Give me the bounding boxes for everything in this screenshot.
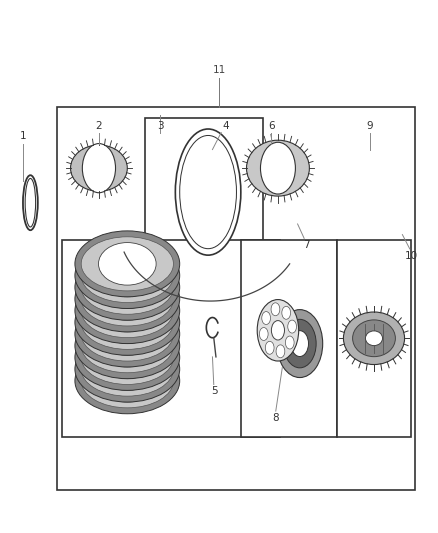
Text: 6: 6 [268,120,275,131]
Bar [145,118,263,256]
Ellipse shape [75,231,180,297]
Ellipse shape [75,325,180,390]
Text: 7: 7 [303,240,310,250]
Ellipse shape [353,320,396,357]
Ellipse shape [75,289,180,356]
Ellipse shape [81,272,173,326]
Ellipse shape [99,278,156,320]
Ellipse shape [257,300,299,361]
Ellipse shape [75,348,180,414]
Text: 9: 9 [366,120,373,131]
Ellipse shape [99,325,156,367]
Ellipse shape [365,331,382,345]
Ellipse shape [81,307,173,361]
Ellipse shape [81,319,173,373]
Ellipse shape [286,336,294,349]
Ellipse shape [71,145,127,191]
Ellipse shape [99,266,156,309]
Ellipse shape [262,312,271,325]
Ellipse shape [99,254,156,297]
Ellipse shape [81,354,173,408]
Ellipse shape [81,330,173,384]
Text: 11: 11 [212,65,226,75]
Ellipse shape [25,179,35,227]
Ellipse shape [75,266,180,332]
Ellipse shape [81,342,173,396]
Text: 1: 1 [20,131,27,141]
Text: 10: 10 [405,251,418,261]
Ellipse shape [99,360,156,402]
Ellipse shape [277,310,323,377]
Ellipse shape [75,313,180,378]
Text: 5: 5 [211,386,218,397]
Ellipse shape [81,284,173,337]
Ellipse shape [283,319,316,368]
Ellipse shape [99,243,156,285]
Ellipse shape [75,243,180,309]
Ellipse shape [99,348,156,390]
Ellipse shape [75,336,180,402]
Ellipse shape [175,129,241,255]
Ellipse shape [81,248,173,303]
Bar [337,240,411,437]
Ellipse shape [259,328,268,341]
Ellipse shape [343,312,405,365]
Ellipse shape [81,295,173,349]
Ellipse shape [99,313,156,356]
Text: 3: 3 [157,120,163,131]
Bar [57,107,416,490]
Ellipse shape [265,341,274,354]
Ellipse shape [82,143,116,193]
Ellipse shape [75,301,180,367]
Ellipse shape [23,175,38,230]
Ellipse shape [81,260,173,314]
Ellipse shape [276,345,285,358]
Ellipse shape [75,254,180,320]
Ellipse shape [99,289,156,332]
Ellipse shape [99,336,156,378]
Ellipse shape [247,140,309,196]
Text: 4: 4 [222,120,229,131]
Ellipse shape [271,303,280,316]
Bar [62,240,280,437]
Bar [241,240,337,437]
Text: 2: 2 [95,120,102,131]
Ellipse shape [99,301,156,344]
Ellipse shape [81,237,173,291]
Ellipse shape [261,142,295,194]
Ellipse shape [75,278,180,344]
Ellipse shape [272,320,285,340]
Ellipse shape [288,320,297,333]
Ellipse shape [282,306,290,319]
Ellipse shape [180,135,237,249]
Ellipse shape [291,330,308,357]
Text: 8: 8 [272,413,279,423]
